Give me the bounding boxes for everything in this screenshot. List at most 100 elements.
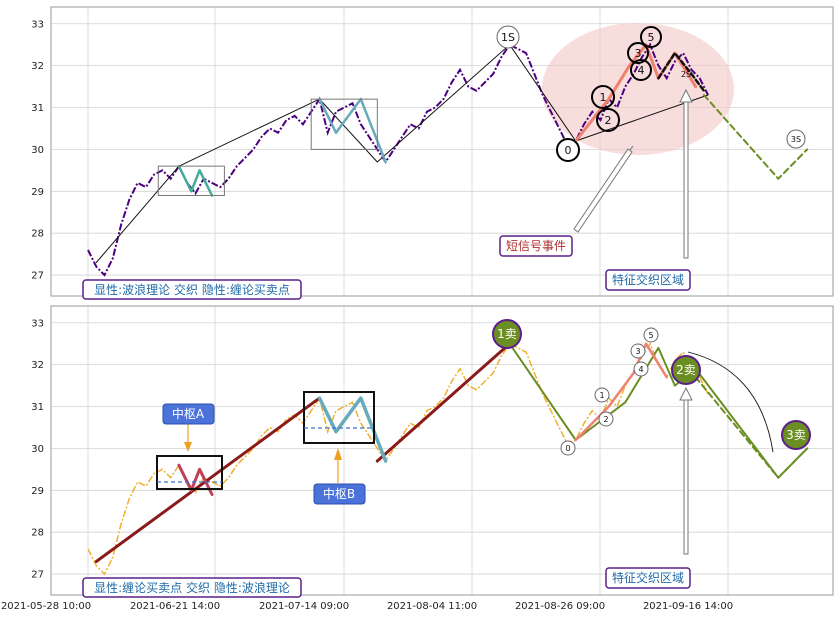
sell-2-marker: 2卖 [671, 355, 701, 385]
b-wave-0: 0 [560, 440, 576, 456]
text-5: 5 [648, 31, 655, 44]
label-wave-0: 0 [556, 138, 580, 162]
zhongshu-a-arrow-head [184, 442, 192, 452]
y-tick-3: 30 [31, 444, 44, 455]
short-event-text: 短信号事件 [506, 239, 566, 253]
top-overlay [95, 43, 809, 263]
b-circle-2 [598, 411, 614, 427]
circle-3 [627, 42, 649, 64]
label-2s: 2S [681, 70, 691, 79]
y-tick-0: 27 [31, 271, 44, 282]
label-wave-1: 1 [591, 85, 615, 109]
arrow-region-bottom-head [679, 386, 693, 401]
x-tick-1: 2021-06-21 14:00 [130, 601, 220, 612]
text-0: 0 [565, 144, 572, 157]
zhongshu-b: 中枢B [303, 391, 375, 505]
sell-3-marker: 3卖 [781, 420, 811, 450]
b-wave-2: 2 [598, 411, 614, 427]
zhongshu-a-label-box [162, 403, 215, 425]
sell-2-text: 2卖 [676, 363, 696, 377]
b-wave-1: 1 [594, 387, 610, 403]
region-bottom-text: 特征交织区域 [612, 570, 684, 585]
b-circle-0 [560, 440, 576, 456]
arc-sell2-sell3 [687, 351, 774, 453]
bottom-up-bi-2 [375, 342, 512, 463]
circle-4 [630, 59, 652, 81]
b-wave-5: 5 [643, 327, 659, 343]
circle-3s [786, 129, 806, 149]
y-tick-5: 32 [31, 360, 44, 371]
legend-top-frame [82, 279, 302, 300]
bottom-plot-area [51, 306, 833, 595]
bottom-grid [51, 306, 833, 595]
bottom-wave-up [574, 342, 668, 442]
text-1: 1 [600, 91, 607, 104]
sell-1-marker: 1卖 [492, 319, 522, 349]
y-tick-2: 29 [31, 486, 44, 497]
y-tick-4: 31 [31, 402, 44, 413]
y-tick-4: 31 [31, 103, 44, 114]
sell-3-text: 3卖 [786, 428, 806, 442]
region-top-text: 特征交织区域 [612, 272, 684, 287]
y-tick-6: 33 [31, 19, 44, 30]
top-frame [50, 6, 834, 297]
zhongshu-a-text: 中枢A [172, 406, 205, 421]
label-wave-3: 3 [627, 42, 649, 64]
x-tick-4: 2021-08-26 09:00 [515, 601, 605, 612]
zhongshu-a-box [156, 455, 223, 490]
top-panel: 27 28 29 30 31 32 33 1S 0 1 2 3 4 5 [31, 6, 834, 300]
arrow-region-top-head [679, 88, 693, 103]
sell-1-text: 1卖 [497, 327, 517, 341]
text-3: 3 [635, 47, 642, 60]
b-circle-5 [643, 327, 659, 343]
b-wave-4: 4 [633, 361, 649, 377]
circle-0 [556, 138, 580, 162]
circle-2 [596, 108, 620, 132]
top-y-tick-labels: 27 28 29 30 31 32 33 [31, 19, 44, 281]
y-tick-1: 28 [31, 528, 44, 539]
y-tick-0: 27 [31, 570, 44, 581]
bottom-frame [50, 305, 834, 596]
text-2s: 2S [681, 70, 691, 79]
y-tick-3: 30 [31, 145, 44, 156]
label-wave-5: 5 [640, 26, 662, 48]
label-1s: 1S [496, 25, 520, 49]
zhongshu-a: 中枢A [156, 403, 223, 490]
text-4: 4 [638, 64, 645, 77]
zhongshu-b-label-box [313, 483, 366, 505]
sell-2-circle [671, 355, 701, 385]
short-event-box: 短信号事件 [499, 235, 573, 257]
circle-1 [591, 85, 615, 109]
circle-1s [496, 25, 520, 49]
b-text-4: 4 [638, 365, 643, 374]
zhongshu-b-text: 中枢B [323, 486, 355, 501]
b-text-3: 3 [635, 347, 640, 356]
top-zs-a [157, 165, 225, 196]
b-text-5: 5 [648, 331, 653, 340]
b-circle-1 [594, 387, 610, 403]
top-dashed-projection [702, 94, 809, 180]
x-tick-5: 2021-09-16 14:00 [643, 601, 733, 612]
y-tick-5: 32 [31, 61, 44, 72]
x-tick-3: 2021-08-04 11:00 [387, 601, 477, 612]
short-event-box-frame [499, 235, 573, 257]
bottom-y-tick-labels: 27 28 29 30 31 32 33 [31, 318, 44, 580]
region-bottom-box: 特征交织区域 [605, 567, 691, 589]
b-text-0: 0 [565, 444, 570, 453]
b-circle-3 [630, 343, 646, 359]
zhongshu-b-box [303, 391, 375, 444]
y-tick-6: 33 [31, 318, 44, 329]
sell-3-circle [781, 420, 811, 450]
bottom-up-bi-1 [94, 396, 321, 563]
text-1s: 1S [501, 31, 515, 44]
top-zs-b [310, 98, 378, 150]
label-wave-4: 4 [630, 59, 652, 81]
b-text-2: 2 [603, 415, 608, 424]
text-2: 2 [605, 114, 612, 127]
legend-top-box: 显性:波浪理论 交织 隐性:缠论买卖点 [82, 279, 302, 300]
text-3s: 3S [791, 135, 801, 144]
region-top-box: 特征交织区域 [605, 269, 691, 291]
arrow-region-bottom-body [683, 397, 689, 555]
circle-5 [640, 26, 662, 48]
